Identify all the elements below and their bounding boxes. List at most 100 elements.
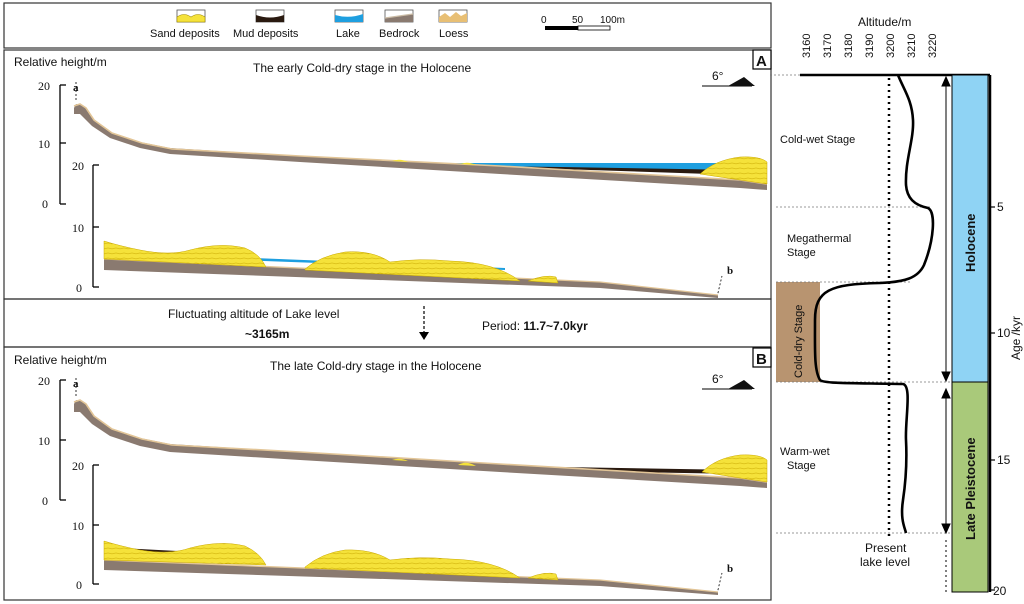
panel-a-lower-sand-dune-1: [103, 240, 267, 268]
panel-b-upper-sand-dune: [701, 454, 768, 483]
altitude-axis-title: Altitude/m: [858, 15, 911, 29]
panel-b-lower-sand-dune-3: [527, 572, 559, 581]
altitude-tick-3220: 3220: [927, 34, 939, 58]
scale-tick-50: 50: [572, 15, 584, 26]
panel-a-lower-tick-0: 0: [76, 281, 82, 295]
panel-a-lower-profile: [103, 240, 719, 298]
panel-b-letter: B: [756, 351, 767, 368]
panel-a-upper-sand-dune: [699, 156, 768, 185]
lake-altitude-value: ~3165m: [245, 327, 289, 341]
legend-label-sand: Sand deposits: [150, 28, 220, 40]
panel-b-lower-sand-dune-2: [304, 549, 521, 579]
panel-a-title: The early Cold-dry stage in the Holocene: [253, 61, 471, 75]
legend-label-mud: Mud deposits: [233, 28, 299, 40]
period-value: 11.7~7.0kyr: [523, 319, 588, 333]
panel-a-slope-label: 6°: [712, 69, 724, 83]
lake-level-curve: [813, 74, 935, 534]
stage-label-warm-wet: Warm-wet: [780, 446, 830, 458]
present-lake-label-1: Present: [865, 541, 907, 555]
period-label: Period: 11.7~7.0kyr: [482, 319, 588, 333]
panel-b-lower-profile: [103, 540, 719, 595]
panel-b-slope-indicator: 6°: [702, 372, 755, 390]
age-tick-15: 15: [997, 453, 1011, 467]
panel-b-upper-axis: [59, 379, 66, 501]
legend-swatch-loess: [438, 9, 468, 23]
panel-a-lower-sand-dune-2: [304, 251, 521, 282]
lake-level-curve-panel: Altitude/m 3160 3170 3180 3190 3200 3210…: [770, 15, 1023, 598]
panel-b-letter-box: [752, 347, 772, 368]
stage-label-megathermal-2: Stage: [787, 247, 816, 259]
scale-tick-0: 0: [541, 15, 547, 26]
age-tick-20: 20: [993, 584, 1007, 598]
altitude-tick-3190: 3190: [864, 34, 876, 58]
age-range-arrows: [941, 75, 951, 595]
panel-b-lower-tick-20: 20: [72, 459, 84, 473]
legend-swatch-lake: [334, 9, 364, 23]
epoch-label-holocene: Holocene: [963, 213, 978, 272]
middle-band: Fluctuating altitude of Lake level ~3165…: [3, 298, 772, 348]
legend-label-lake: Lake: [336, 28, 360, 40]
altitude-tick-3210: 3210: [906, 34, 918, 58]
panel-b-upper-loess: [73, 399, 768, 483]
age-tick-10: 10: [997, 326, 1011, 340]
panel-b-point-b: b: [727, 563, 733, 575]
present-lake-label-2: lake level: [860, 555, 910, 569]
stage-label-warm-wet-2: Stage: [787, 460, 816, 472]
age-axis-ticks: [990, 206, 995, 591]
legend: Sand deposits Mud deposits Lake Bedrock …: [3, 2, 772, 49]
epoch-late-pleistocene: [951, 381, 989, 593]
altitude-tick-3160: 3160: [801, 34, 813, 58]
panel-b-lower-tick-0: 0: [76, 578, 82, 592]
panel-a-lower-bedrock: [104, 259, 718, 298]
panel-b-ylabel: Relative height/m: [14, 353, 107, 367]
stage-label-cold-dry: Cold-dry Stage: [793, 305, 805, 378]
panel-a-lower-axis: [92, 164, 99, 288]
panel-b-lower-sand-dune-1: [103, 540, 267, 566]
panel-a-upper-axis: [59, 84, 66, 205]
age-axis-title: Age /kyr: [1009, 316, 1023, 360]
scale-tick-100m: 100m: [600, 15, 625, 26]
panel-b-upper-tick-0: 0: [42, 494, 48, 508]
legend-label-loess: Loess: [439, 28, 469, 40]
panel-b-upper-tick-20: 20: [38, 374, 50, 388]
panel-b-lower-bedrock: [104, 560, 718, 595]
panel-b-frame: [3, 346, 772, 601]
panel-a-slope-indicator: 6°: [702, 69, 755, 87]
panel-b-upper-bedrock: [74, 400, 767, 488]
epoch-holocene: [951, 74, 989, 383]
panel-a-upper-tick-20: 20: [38, 79, 50, 93]
panel-b-lower-tick-10: 10: [72, 519, 84, 533]
legend-label-bedrock: Bedrock: [379, 28, 420, 40]
legend-frame: [3, 2, 772, 49]
panel-a-point-b: b: [727, 265, 733, 277]
legend-swatch-sand: [176, 9, 206, 23]
panel-a-lower-tick-20: 20: [72, 159, 84, 173]
panel-a: A The early Cold-dry stage in the Holoce…: [3, 49, 772, 300]
panel-a-upper-profile: [73, 103, 768, 190]
panel-a-letter-box: [752, 49, 772, 70]
cold-dry-band: [776, 282, 820, 382]
altitude-tick-3180: 3180: [843, 34, 855, 58]
altitude-tick-3170: 3170: [822, 34, 834, 58]
panel-a-upper-tick-10: 10: [38, 137, 50, 151]
panel-a-upper-tick-0: 0: [42, 197, 48, 211]
panel-a-letter: A: [756, 53, 767, 70]
epoch-label-late-pleistocene: Late Pleistocene: [963, 437, 978, 540]
panel-a-lower-sand-dune-3: [527, 275, 559, 284]
panel-a-upper-loess: [73, 103, 768, 185]
panel-a-upper-bedrock: [74, 104, 767, 190]
panel-a-lower-tick-10: 10: [72, 221, 84, 235]
panel-b-slope-label: 6°: [712, 372, 724, 386]
legend-swatch-mud: [255, 9, 285, 23]
period-prefix: Period:: [482, 319, 523, 333]
altitude-ticks: 3160 3170 3180 3190 3200 3210 3220: [801, 34, 939, 58]
stage-boundaries: [770, 74, 950, 534]
panel-b-upper-tick-10: 10: [38, 434, 50, 448]
panel-b-lower-axis: [92, 464, 99, 585]
legend-swatch-bedrock: [384, 9, 414, 23]
stage-label-cold-wet: Cold-wet Stage: [780, 134, 855, 146]
scale-bar: 0 50 100m: [541, 15, 625, 31]
panel-a-point-a: a: [73, 82, 79, 94]
panel-b-title: The late Cold-dry stage in the Holocene: [270, 359, 482, 373]
